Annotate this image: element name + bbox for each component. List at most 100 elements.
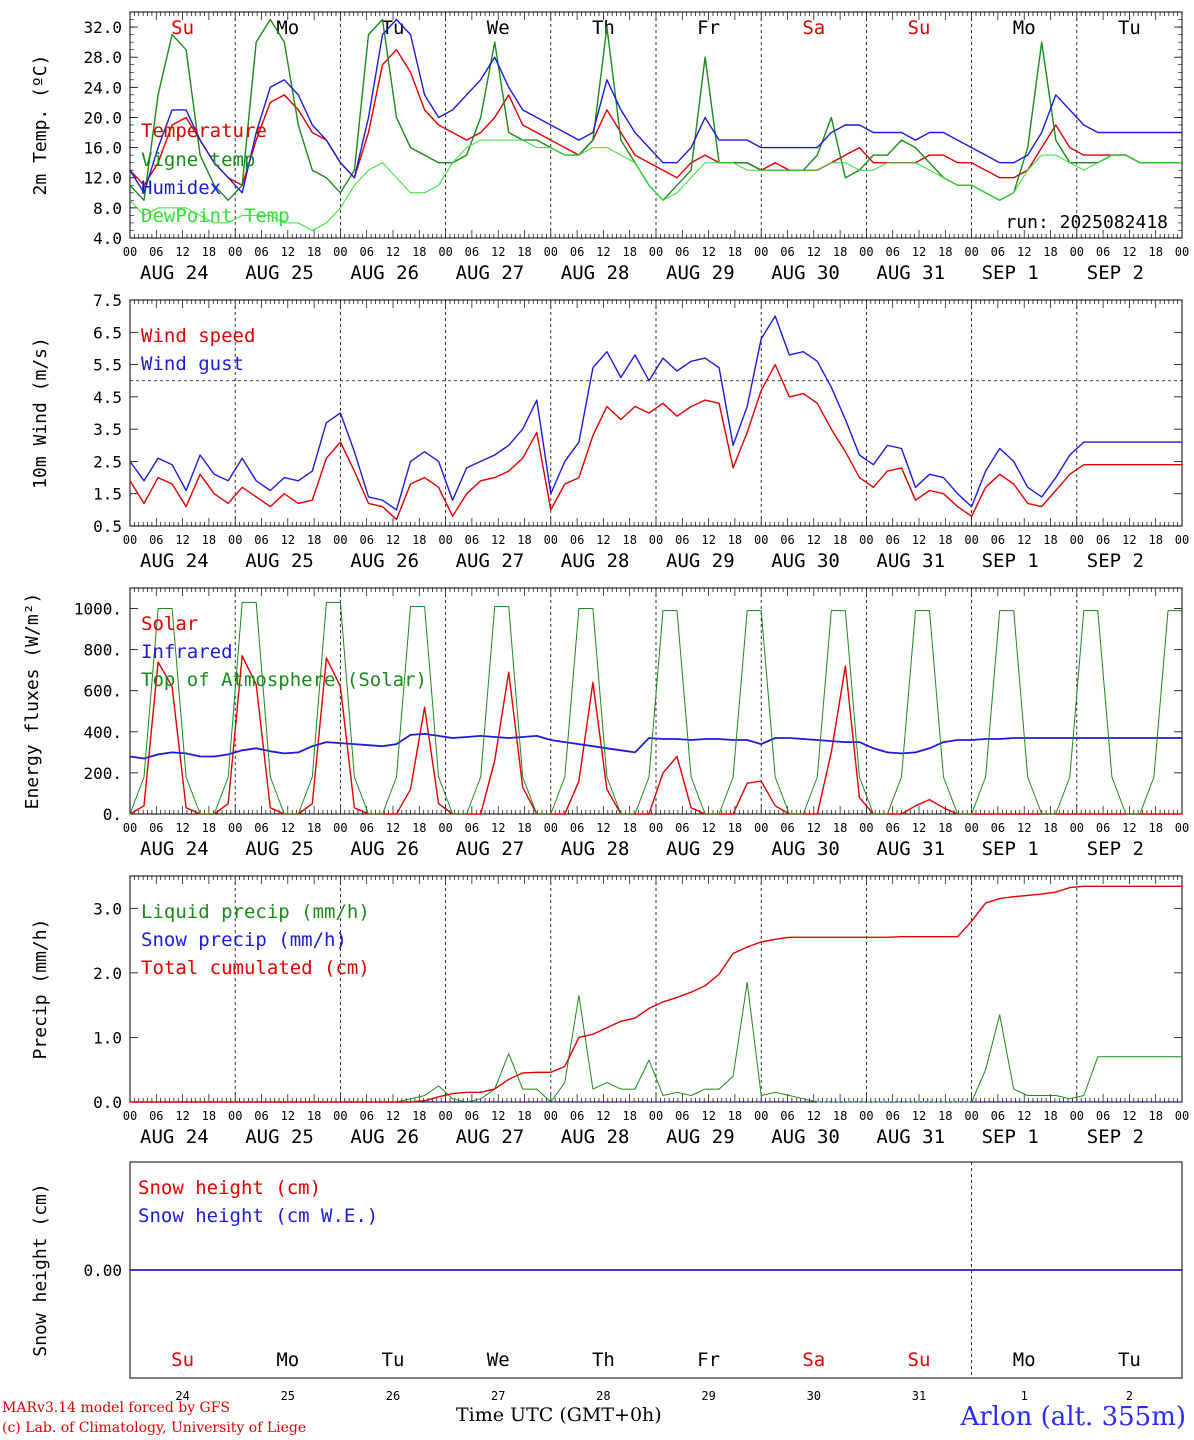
legend-entry: Temperature bbox=[141, 120, 267, 142]
hour-tick-label: 00 bbox=[1070, 245, 1084, 259]
date-label: AUG 30 bbox=[771, 550, 840, 572]
hour-tick-label: 12 bbox=[807, 1109, 821, 1123]
y-tick-label: 16.0 bbox=[83, 139, 122, 158]
day-number-label: 28 bbox=[596, 1389, 610, 1403]
hour-tick-label: 06 bbox=[359, 533, 373, 547]
date-label: SEP 1 bbox=[982, 1126, 1039, 1148]
hour-tick-label: 06 bbox=[570, 821, 584, 835]
series-line bbox=[130, 885, 1182, 1103]
hour-tick-label: 18 bbox=[1148, 533, 1162, 547]
hour-tick-label: 06 bbox=[465, 821, 479, 835]
hour-tick-label: 18 bbox=[412, 821, 426, 835]
hour-tick-label: 12 bbox=[491, 1109, 505, 1123]
hour-tick-label: 12 bbox=[175, 821, 189, 835]
hour-tick-label: 12 bbox=[491, 533, 505, 547]
hour-tick-label: 18 bbox=[833, 821, 847, 835]
date-label: SEP 2 bbox=[1087, 838, 1144, 860]
hour-tick-label: 12 bbox=[1122, 1109, 1136, 1123]
day-name-label: We bbox=[487, 1349, 510, 1371]
hour-tick-label: 00 bbox=[649, 821, 663, 835]
date-label: AUG 28 bbox=[561, 1126, 630, 1148]
hour-tick-label: 00 bbox=[123, 533, 137, 547]
date-label: AUG 24 bbox=[140, 1126, 209, 1148]
legend-entry: Snow height (cm) bbox=[138, 1177, 321, 1199]
y-tick-label: 1.5 bbox=[93, 485, 122, 504]
y-tick-label: 1.0 bbox=[93, 1028, 122, 1047]
hour-tick-label: 06 bbox=[675, 245, 689, 259]
y-tick-label: 0. bbox=[103, 805, 122, 824]
day-name-label: Tu bbox=[382, 1349, 405, 1371]
day-number-label: 30 bbox=[807, 1389, 821, 1403]
day-name-label: Fr bbox=[697, 17, 720, 39]
y-tick-label: 400. bbox=[83, 723, 122, 742]
hour-tick-label: 00 bbox=[544, 821, 558, 835]
date-label: AUG 31 bbox=[876, 262, 945, 284]
day-name-label: Tu bbox=[1118, 17, 1141, 39]
y-tick-label: 28.0 bbox=[83, 48, 122, 67]
date-label: AUG 25 bbox=[245, 838, 314, 860]
hour-tick-label: 12 bbox=[701, 1109, 715, 1123]
y-tick-label: 5.5 bbox=[93, 356, 122, 375]
legend-entry: Solar bbox=[141, 613, 198, 635]
hour-tick-label: 06 bbox=[885, 1109, 899, 1123]
date-label: AUG 29 bbox=[666, 262, 735, 284]
y-tick-label: 8.0 bbox=[93, 199, 122, 218]
day-number-label: 29 bbox=[701, 1389, 715, 1403]
panel-3: 00 06 12 18 00 06 12 18 00 06 12 18 00 06 12 18 00 06 12 18… bbox=[22, 587, 1189, 860]
hour-tick-label: 00 bbox=[1175, 821, 1189, 835]
date-label: AUG 25 bbox=[245, 550, 314, 572]
hour-tick-label: 12 bbox=[1122, 245, 1136, 259]
run-annotation: run: 2025082418 bbox=[1005, 212, 1168, 233]
y-tick-label: 1000. bbox=[74, 600, 122, 619]
day-name-label: Th bbox=[592, 1349, 615, 1371]
day-name-label: Su bbox=[171, 17, 194, 39]
hour-tick-label: 00 bbox=[754, 245, 768, 259]
station-label: Arlon (alt. 355m) bbox=[960, 1402, 1186, 1432]
y-tick-label: 600. bbox=[83, 682, 122, 701]
hour-tick-label: 06 bbox=[1096, 1109, 1110, 1123]
date-label: AUG 27 bbox=[456, 838, 525, 860]
hour-tick-label: 00 bbox=[859, 821, 873, 835]
hour-tick-label: 00 bbox=[228, 821, 242, 835]
hour-tick-label: 18 bbox=[412, 1109, 426, 1123]
hour-tick-label: 06 bbox=[465, 1109, 479, 1123]
legend-entry: Wind speed bbox=[141, 325, 255, 347]
day-number-label: 24 bbox=[175, 1389, 189, 1403]
hour-tick-label: 00 bbox=[649, 533, 663, 547]
date-label: SEP 2 bbox=[1087, 262, 1144, 284]
y-tick-label: 6.5 bbox=[93, 323, 122, 342]
panel-1: 00 06 12 18 00 06 12 18 00 06 12 18 00 06 12 18 00 06 12 18… bbox=[30, 11, 1189, 284]
hour-tick-label: 18 bbox=[307, 1109, 321, 1123]
hour-tick-label: 12 bbox=[1122, 821, 1136, 835]
series-line bbox=[130, 982, 1182, 1103]
y-tick-label: 2.0 bbox=[93, 964, 122, 983]
day-number-label: 27 bbox=[491, 1389, 505, 1403]
hour-tick-label: 12 bbox=[281, 533, 295, 547]
hour-tick-label: 00 bbox=[1070, 1109, 1084, 1123]
day-name-label: Mo bbox=[1013, 17, 1036, 39]
hour-tick-label: 06 bbox=[149, 245, 163, 259]
date-label: AUG 30 bbox=[771, 1126, 840, 1148]
series-line bbox=[129, 655, 1182, 815]
hour-tick-label: 06 bbox=[1096, 821, 1110, 835]
hour-tick-label: 00 bbox=[333, 245, 347, 259]
hour-tick-label: 12 bbox=[281, 821, 295, 835]
hour-tick-label: 00 bbox=[859, 533, 873, 547]
hour-tick-label: 18 bbox=[517, 245, 531, 259]
hour-tick-label: 00 bbox=[754, 821, 768, 835]
y-tick-label: 3.5 bbox=[93, 420, 122, 439]
date-label: SEP 2 bbox=[1087, 550, 1144, 572]
hour-tick-label: 00 bbox=[859, 1109, 873, 1123]
date-label: AUG 25 bbox=[245, 1126, 314, 1148]
panel-5: 0.00 Snow height (cm) Su Mo Tu We Th Fr Sa Su Mo Tu… bbox=[30, 1161, 1183, 1403]
hour-tick-label: 12 bbox=[912, 1109, 926, 1123]
hour-tick-label: 00 bbox=[228, 533, 242, 547]
hour-tick-label: 12 bbox=[807, 245, 821, 259]
hour-tick-label: 00 bbox=[123, 245, 137, 259]
hour-tick-label: 06 bbox=[991, 1109, 1005, 1123]
date-label: SEP 2 bbox=[1087, 1126, 1144, 1148]
hour-tick-label: 06 bbox=[254, 533, 268, 547]
hour-tick-label: 18 bbox=[1043, 821, 1057, 835]
hour-tick-label: 00 bbox=[544, 1109, 558, 1123]
